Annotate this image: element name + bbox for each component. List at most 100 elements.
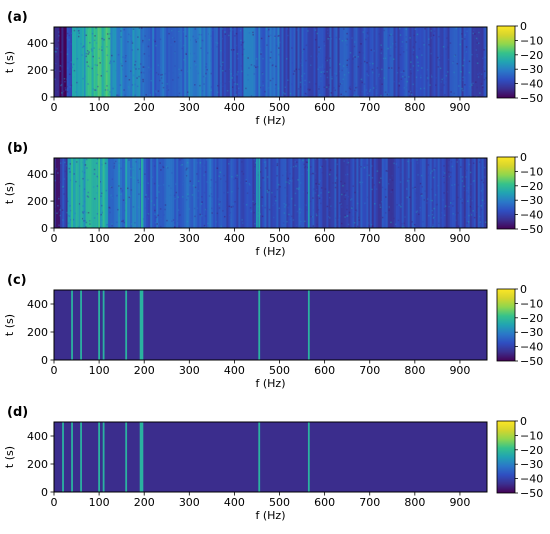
spectrum-column	[166, 158, 169, 228]
noise-speck	[475, 95, 478, 97]
noise-speck	[165, 224, 168, 227]
noise-speck	[483, 202, 486, 205]
noise-speck	[323, 44, 326, 47]
noise-speck	[95, 162, 98, 165]
noise-speck	[144, 35, 146, 37]
spectrum-column	[391, 27, 394, 97]
noise-speck	[415, 191, 418, 194]
noise-speck	[437, 184, 439, 187]
noise-speck	[346, 66, 349, 68]
spectrum-column	[91, 27, 94, 97]
noise-speck	[379, 77, 381, 80]
noise-speck	[305, 44, 308, 47]
noise-speck	[357, 65, 360, 68]
noise-speck	[233, 49, 235, 51]
noise-speck	[168, 185, 170, 187]
spectrum-column	[63, 27, 66, 97]
noise-speck	[188, 208, 190, 210]
noise-speck	[111, 196, 113, 199]
noise-speck	[84, 219, 87, 222]
noise-speck	[173, 40, 176, 43]
noise-speck	[381, 216, 384, 219]
harmonic-line	[71, 158, 73, 228]
noise-speck	[416, 210, 419, 212]
spectrum-column	[463, 27, 466, 97]
noise-speck	[157, 184, 160, 187]
noise-speck	[300, 62, 302, 65]
noise-speck	[68, 215, 71, 217]
noise-speck	[165, 166, 168, 168]
noise-speck	[178, 68, 180, 71]
noise-speck	[437, 66, 440, 68]
noise-speck	[333, 87, 335, 89]
noise-speck	[66, 53, 69, 55]
noise-speck	[370, 49, 373, 51]
noise-speck	[62, 219, 64, 221]
noise-speck	[315, 191, 318, 194]
noise-speck	[328, 84, 330, 86]
noise-speck	[445, 48, 447, 50]
noise-speck	[75, 161, 78, 163]
noise-speck	[446, 53, 448, 55]
noise-speck	[386, 93, 389, 96]
spectrum-column	[413, 158, 417, 228]
noise-speck	[235, 94, 238, 96]
noise-speck	[284, 86, 287, 88]
noise-speck	[160, 217, 162, 220]
noise-speck	[327, 37, 329, 40]
noise-speck	[429, 167, 431, 170]
colorbar-tick-label: −40	[520, 209, 543, 222]
noise-speck	[441, 211, 443, 214]
noise-speck	[419, 87, 422, 90]
noise-speck	[64, 89, 67, 91]
spectrum-column	[233, 27, 237, 97]
noise-speck	[403, 90, 405, 92]
spectrum-column	[366, 158, 369, 228]
spectrum-column	[320, 158, 323, 228]
axes-frame	[53, 289, 488, 361]
noise-speck	[66, 211, 68, 214]
noise-speck	[483, 66, 485, 68]
noise-speck	[456, 62, 459, 65]
noise-speck	[128, 79, 131, 81]
x-tick-label: 700	[359, 232, 380, 245]
noise-speck	[387, 183, 390, 185]
spectrum-column	[74, 27, 77, 97]
noise-speck	[300, 158, 303, 161]
spectrum-column	[158, 27, 161, 97]
noise-speck	[393, 162, 395, 165]
spectrum-column	[419, 158, 423, 228]
noise-speck	[205, 208, 208, 210]
noise-speck	[358, 219, 360, 221]
noise-speck	[481, 179, 483, 181]
noise-speck	[485, 205, 487, 208]
noise-speck	[304, 92, 307, 95]
noise-speck	[455, 219, 457, 222]
y-tick-label: 200	[27, 64, 48, 77]
noise-speck	[288, 213, 290, 216]
spectrum-column	[322, 158, 325, 228]
noise-speck	[156, 216, 158, 218]
spectrum-column	[170, 27, 173, 97]
colorbar-tick-label: −30	[520, 194, 543, 207]
noise-speck	[244, 28, 246, 31]
noise-speck	[86, 167, 88, 169]
noise-speck	[182, 30, 185, 33]
noise-speck	[423, 219, 425, 222]
noise-speck	[427, 174, 429, 176]
spectrum-column	[186, 158, 189, 228]
noise-speck	[451, 165, 454, 168]
noise-speck	[346, 205, 349, 207]
noise-speck	[61, 65, 63, 68]
noise-speck	[322, 71, 324, 73]
noise-speck	[353, 221, 356, 224]
spectrum-column	[220, 158, 223, 228]
noise-speck	[253, 65, 256, 67]
noise-speck	[385, 170, 388, 172]
noise-speck	[120, 188, 122, 191]
noise-speck	[291, 47, 293, 49]
noise-speck	[423, 199, 425, 201]
noise-speck	[154, 40, 156, 43]
noise-speck	[271, 191, 273, 194]
noise-speck	[142, 39, 144, 42]
